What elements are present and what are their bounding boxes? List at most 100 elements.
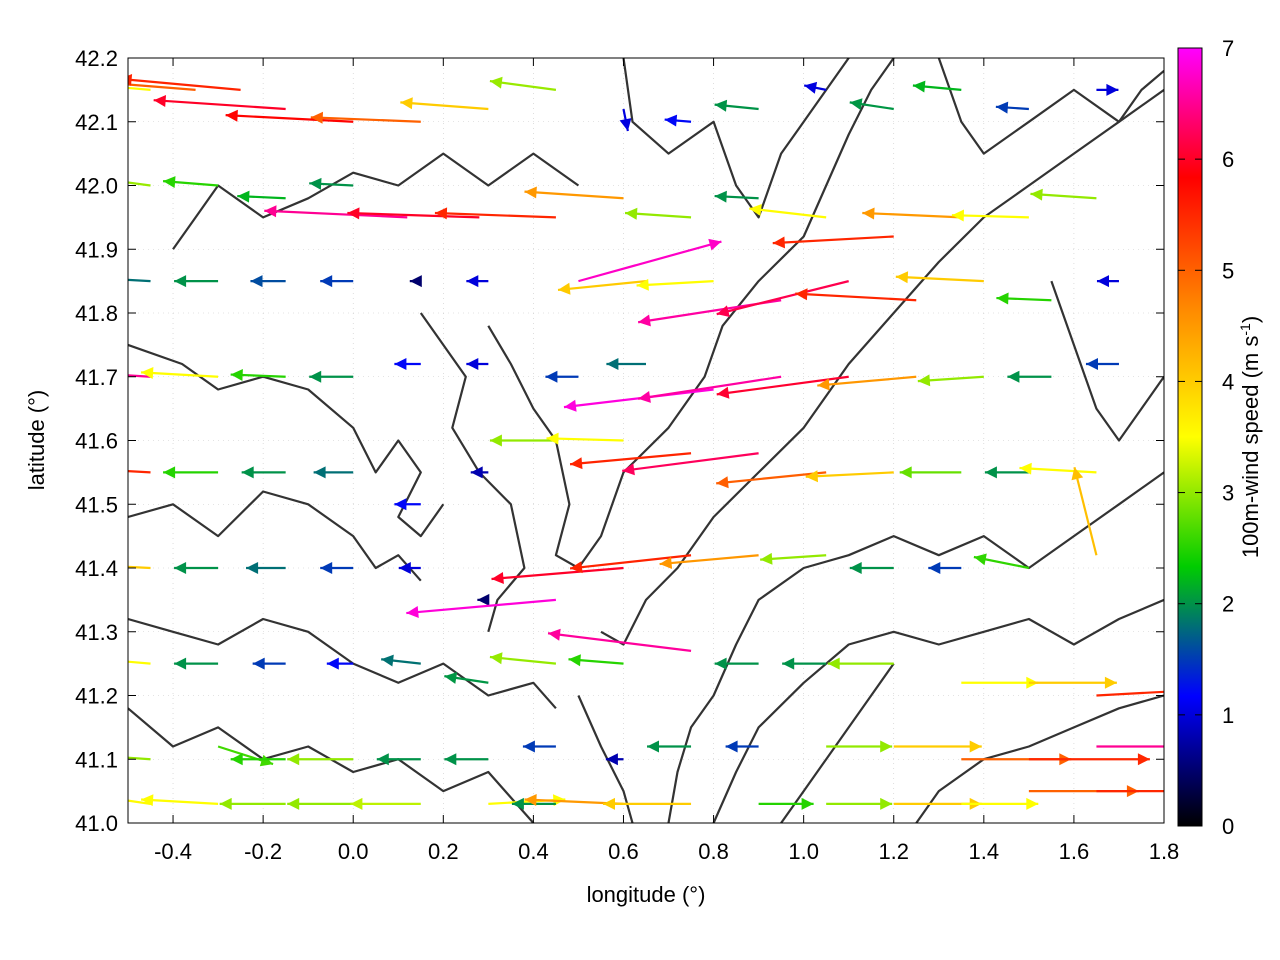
contour-line	[915, 694, 1164, 823]
vector-head	[141, 794, 154, 807]
x-tick-label: 0.8	[698, 839, 729, 864]
vector-shaft	[546, 437, 624, 442]
vector-shaft	[716, 471, 827, 485]
vector-shaft	[716, 280, 849, 316]
vector-head	[489, 76, 503, 89]
y-tick-label: 42.2	[75, 46, 118, 71]
vector-head	[619, 118, 632, 131]
colorbar	[1177, 47, 1203, 827]
vector-head	[899, 466, 912, 479]
y-tick-label: 41.9	[75, 237, 118, 262]
vector-head	[849, 98, 863, 111]
vector-head	[880, 797, 893, 810]
vector-head	[219, 797, 232, 810]
vector-head	[1097, 275, 1109, 288]
wind-vector	[128, 86, 151, 91]
vector-head	[477, 593, 490, 606]
wind-vector	[622, 452, 759, 476]
colorbar-tick-label: 2	[1222, 592, 1234, 617]
vector-shaft	[128, 86, 151, 91]
vector-shaft	[805, 471, 894, 478]
vector-head	[1030, 188, 1043, 201]
vector-shaft	[862, 211, 962, 219]
vector-shaft	[406, 598, 557, 615]
vector-head	[995, 101, 1009, 114]
wind-vector	[547, 628, 692, 652]
wind-vector	[287, 797, 354, 810]
wind-vector	[984, 466, 1029, 479]
vector-head	[772, 236, 785, 249]
vector-head	[973, 553, 987, 566]
wind-vector	[128, 181, 151, 187]
vector-head	[625, 207, 638, 220]
plot-area-background	[128, 58, 1164, 823]
vector-shaft	[1073, 466, 1098, 556]
wind-vector	[928, 562, 962, 574]
vector-head	[434, 207, 448, 220]
vector-head	[782, 657, 795, 670]
wind-vector	[246, 562, 286, 574]
vector-head	[246, 562, 259, 574]
vector-head	[310, 111, 323, 124]
wind-vector	[128, 756, 151, 761]
wind-vector	[545, 370, 579, 383]
wind-vector	[716, 280, 849, 317]
vector-shaft	[128, 660, 151, 665]
vector-head	[1106, 83, 1119, 96]
vector-head	[827, 657, 840, 670]
y-axis-ticks: 41.0 41.1 41.2 41.3 41.4 41.5 41.6 41.7 41.8 41.9…	[75, 46, 1164, 836]
wind-vector	[605, 753, 624, 766]
colorbar-tick-label: 1	[1222, 703, 1234, 728]
vector-head	[725, 740, 738, 753]
wind-vector	[826, 740, 893, 753]
wind-vector	[400, 97, 489, 111]
wind-vector	[320, 275, 354, 288]
vector-head	[230, 369, 243, 381]
vector-head	[928, 562, 941, 574]
y-tick-label: 41.5	[75, 492, 118, 517]
vector-shaft	[951, 214, 1029, 219]
wind-vectors	[8, 74, 1217, 810]
colorbar-tick-label: 5	[1222, 258, 1234, 283]
vector-head	[817, 378, 830, 391]
vector-head	[749, 204, 762, 216]
wind-vector	[996, 292, 1052, 305]
vector-shaft	[895, 275, 984, 283]
vector-head	[8, 363, 20, 375]
vector-head	[309, 177, 322, 190]
y-tick-label: 41.2	[75, 684, 118, 709]
vector-shaft	[524, 190, 624, 200]
y-tick-label: 41.8	[75, 301, 118, 326]
vector-shaft	[659, 554, 759, 566]
vector-head	[603, 797, 615, 810]
vector-shaft	[772, 235, 894, 245]
wind-vector	[128, 83, 196, 91]
vector-head	[466, 358, 479, 370]
vector-head	[917, 374, 931, 387]
vector-head	[347, 207, 360, 220]
wind-vector	[1071, 466, 1098, 556]
x-tick-label: -0.2	[244, 839, 282, 864]
wind-vector	[714, 99, 759, 112]
vector-head	[1205, 684, 1217, 696]
vector-shaft	[128, 278, 151, 283]
x-axis-label: longitude (°)	[587, 882, 706, 907]
vector-head	[606, 358, 619, 370]
wind-vector	[174, 562, 219, 574]
wind-vector	[578, 238, 722, 283]
vector-head	[394, 498, 407, 511]
vector-head	[466, 275, 479, 288]
vector-head	[1026, 797, 1039, 810]
wind-vector	[163, 466, 219, 479]
wind-vector	[398, 562, 421, 574]
vector-head	[444, 753, 457, 766]
x-tick-label: 1.6	[1059, 839, 1090, 864]
wind-vector	[951, 209, 1029, 222]
vector-head	[444, 672, 458, 684]
vector-head	[174, 562, 187, 574]
vector-head	[394, 358, 407, 370]
wind-vector	[466, 358, 489, 370]
vector-head	[801, 797, 814, 810]
vector-head	[880, 740, 893, 753]
